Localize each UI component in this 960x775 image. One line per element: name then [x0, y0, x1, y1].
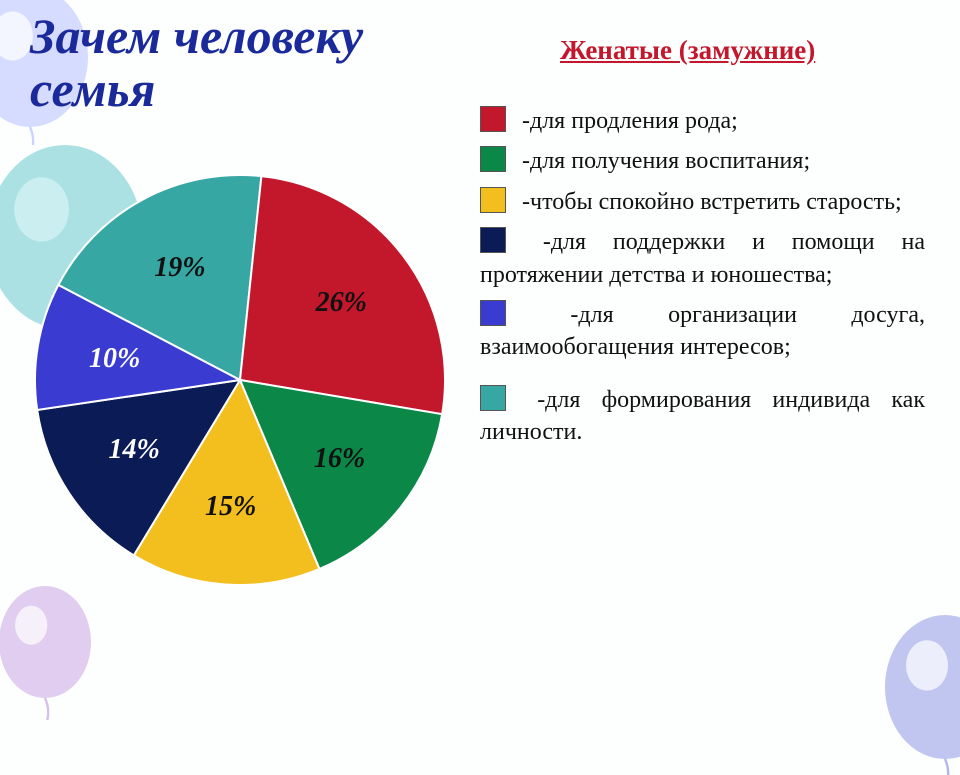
legend-item: -для продления рода; — [480, 105, 925, 137]
pie-slice-label: 16% — [314, 443, 365, 475]
legend-item: -чтобы спокойно встретить старость; — [480, 186, 925, 218]
pie-slice-label: 10% — [89, 343, 140, 375]
legend-swatch — [480, 187, 506, 213]
page-title: Зачем человеку семья — [30, 10, 500, 115]
pie-svg — [30, 170, 450, 590]
pie-slice-label: 26% — [316, 287, 367, 319]
legend-item: -для поддержки и помощи на протяжении де… — [480, 226, 925, 291]
legend-swatch — [480, 146, 506, 172]
legend-swatch — [480, 106, 506, 132]
pie-slice-label: 15% — [205, 491, 256, 523]
legend-text: -для формирования индивида как личности. — [480, 387, 925, 445]
legend-item: -для формирования индивида как личности. — [480, 384, 925, 449]
pie-chart: 19% 26% 16% 15% 14% 10% — [30, 170, 450, 590]
legend-text: -для организации досуга, взаимообогащени… — [480, 302, 925, 360]
legend-text: -для получения воспитания; — [516, 148, 810, 174]
legend-item: -для организации досуга, взаимообогащени… — [480, 299, 925, 364]
legend-text: -чтобы спокойно встретить старость; — [516, 189, 902, 215]
legend-text: -для продления рода; — [516, 108, 738, 134]
balloon-deco-4 — [875, 615, 960, 775]
legend: -для продления рода; -для получения восп… — [480, 105, 925, 457]
balloon-deco-3 — [0, 580, 100, 720]
legend-swatch — [480, 300, 506, 326]
pie-slice-label: 14% — [108, 434, 159, 466]
chart-subtitle: Женатые (замужние) — [560, 35, 815, 66]
legend-swatch — [480, 385, 506, 411]
legend-text: -для поддержки и помощи на протяжении де… — [480, 229, 925, 287]
legend-swatch — [480, 227, 506, 253]
pie-slice-label: 19% — [154, 252, 205, 284]
legend-item: -для получения воспитания; — [480, 145, 925, 177]
